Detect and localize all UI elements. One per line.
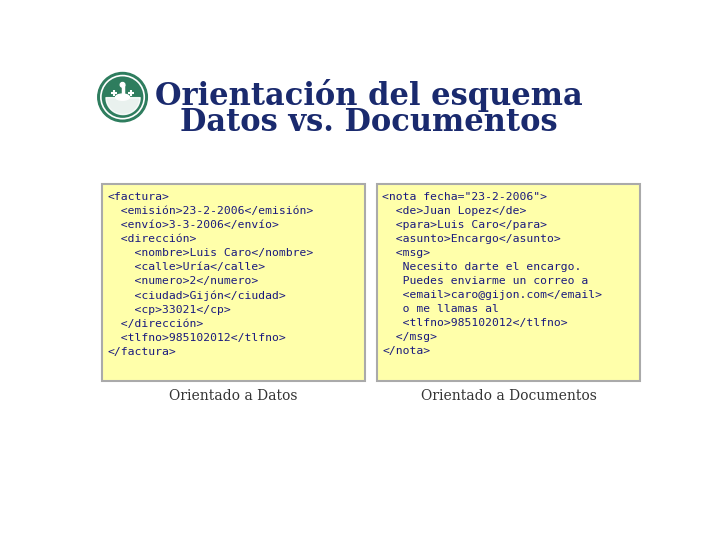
Text: Orientado a Datos: Orientado a Datos <box>169 389 297 403</box>
Text: Orientación del esquema: Orientación del esquema <box>155 79 583 112</box>
Text: Orientado a Documentos: Orientado a Documentos <box>420 389 596 403</box>
Text: <factura>
  <emisión>23-2-2006</emisión>
  <envío>3-3-2006</envío>
  <dirección>: <factura> <emisión>23-2-2006</emisión> <… <box>107 192 313 356</box>
Circle shape <box>120 83 125 87</box>
Ellipse shape <box>116 94 130 100</box>
Text: Datos vs. Documentos: Datos vs. Documentos <box>180 107 558 138</box>
Text: <nota fecha="23-2-2006">
  <de>Juan Lopez</de>
  <para>Luis Caro</para>
  <asunt: <nota fecha="23-2-2006"> <de>Juan Lopez<… <box>382 192 602 356</box>
FancyBboxPatch shape <box>377 184 640 381</box>
Circle shape <box>98 72 148 122</box>
FancyBboxPatch shape <box>102 184 365 381</box>
